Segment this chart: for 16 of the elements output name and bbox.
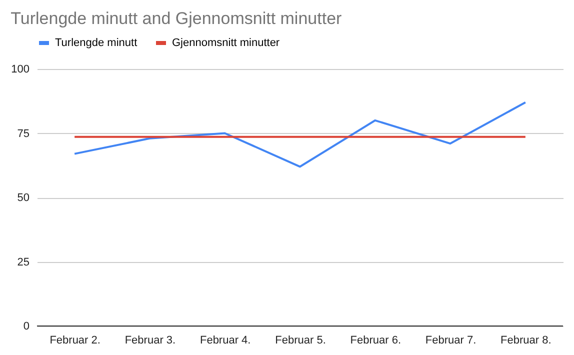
x-tick-label: Februar 5. (275, 334, 326, 346)
line-series (74, 101, 526, 168)
y-tick-label: 100 (11, 64, 30, 76)
x-tick-label: Februar 7. (425, 334, 476, 346)
y-tick-label: 50 (17, 192, 30, 204)
x-tick-label: Februar 4. (200, 334, 251, 346)
x-tick-label: Februar 8. (500, 334, 552, 346)
x-tick-label: Februar 6. (350, 334, 402, 346)
x-tick-label: Februar 2. (50, 334, 100, 346)
x-tick-label: Februar 3. (124, 334, 176, 346)
legend-label: Gjennomsnitt minutter (172, 37, 280, 49)
y-tick-label: 75 (17, 128, 30, 140)
y-tick-label: 0 (23, 320, 30, 332)
y-tick-label: 25 (17, 256, 30, 268)
legend-label: Turlengde minutt (55, 37, 138, 49)
chart-title: Turlengde minutt and Gjennomsnitt minutter (10, 9, 342, 28)
